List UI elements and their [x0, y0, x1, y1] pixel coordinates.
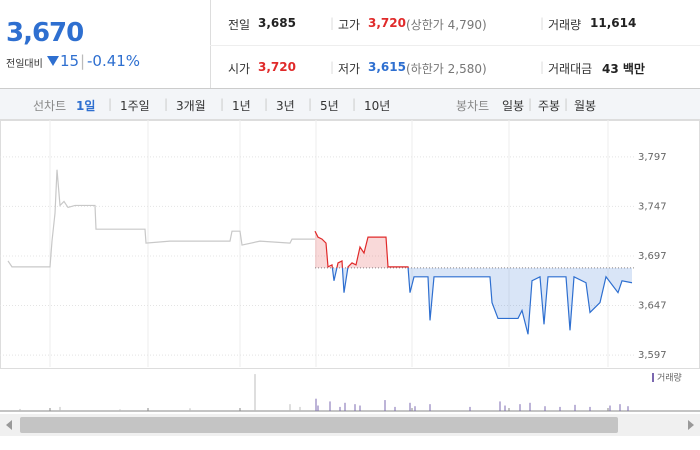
- stat-value: 11,614: [590, 16, 637, 30]
- stat-label: 시가: [228, 62, 251, 76]
- volume-bar: [409, 402, 411, 411]
- tab[interactable]: 주봉: [538, 99, 561, 113]
- tab[interactable]: 3개월: [176, 99, 206, 113]
- volume-bar: [519, 404, 521, 411]
- volume-bar: [619, 404, 621, 411]
- scroll-left: [6, 420, 12, 430]
- divider: [0, 88, 700, 89]
- volume-bar: [627, 406, 629, 411]
- sep: |: [330, 60, 335, 74]
- volume-bar: [329, 401, 331, 411]
- volume-bar: [339, 406, 341, 411]
- volume-bar: [544, 406, 546, 411]
- divider: [210, 45, 700, 46]
- volume-bar: [499, 401, 501, 411]
- y-tick-label: 3,697: [638, 251, 667, 262]
- volume-bar: [289, 404, 291, 411]
- volume-bar: [384, 400, 386, 411]
- volume-bar: [574, 404, 576, 411]
- change-label: 전일대비: [6, 59, 43, 70]
- stat-value: 3,720: [368, 16, 406, 30]
- down-icon: [47, 56, 59, 66]
- stat-label: 고가: [338, 18, 361, 32]
- volume-bar: [189, 408, 191, 411]
- price: 3,670: [6, 18, 84, 48]
- volume-bar: [254, 374, 256, 411]
- stat-note: (상한가 4,790): [406, 18, 487, 32]
- tab[interactable]: 1주일: [120, 99, 150, 113]
- sep: |: [220, 97, 225, 111]
- tab-label: 선차트: [33, 99, 67, 113]
- line-down: [331, 267, 633, 335]
- volume-bar: [589, 406, 591, 411]
- sep: |: [264, 97, 269, 111]
- sep: |: [164, 97, 169, 111]
- tab[interactable]: 3년: [276, 99, 295, 113]
- volume-bar: [414, 406, 416, 411]
- scroll-right: [688, 420, 694, 430]
- stat-label: 저가: [338, 62, 361, 76]
- change-rate: -0.41%: [87, 52, 141, 70]
- y-tick-label: 3,797: [638, 152, 667, 163]
- tab[interactable]: 10년: [364, 99, 391, 113]
- stat-value: 3,685: [258, 16, 296, 30]
- y-tick-label: 3,597: [638, 350, 667, 361]
- line-up: [314, 230, 409, 268]
- sep: |: [540, 60, 545, 74]
- volume-bar: [529, 402, 531, 411]
- volume-bar: [317, 405, 319, 411]
- tab[interactable]: 1일: [76, 99, 96, 113]
- tab[interactable]: 일봉: [502, 99, 525, 113]
- tab[interactable]: 5년: [320, 99, 339, 113]
- sep: |: [108, 97, 113, 111]
- volume-bar: [354, 404, 356, 411]
- stat-value: 3,720: [258, 60, 296, 74]
- area-down: [315, 267, 632, 335]
- volume-bar: [119, 409, 121, 411]
- line: [7, 169, 315, 268]
- tab[interactable]: 월봉: [574, 99, 597, 113]
- sep: |: [330, 16, 335, 30]
- plot-frame: [0, 120, 700, 369]
- volume-bar: [504, 405, 506, 411]
- price-box: [0, 0, 211, 88]
- tab-bar: [0, 89, 700, 120]
- volume-bar: [559, 406, 561, 411]
- volume-bar: [299, 406, 301, 411]
- volume-bar: [429, 404, 431, 411]
- stat-note: (하한가 2,580): [406, 62, 487, 76]
- sep: |: [540, 16, 545, 30]
- area-up: [315, 231, 409, 268]
- tab-label: 봉차트: [456, 99, 490, 113]
- sep: |: [564, 97, 569, 111]
- sep: |: [352, 97, 357, 111]
- sep: |: [308, 97, 313, 111]
- sep: |: [528, 97, 533, 111]
- stat-value: 43 백만: [602, 62, 645, 76]
- volume-bar: [315, 398, 317, 411]
- stat-value: 3,615: [368, 60, 406, 74]
- legend-swatch: [652, 373, 654, 382]
- volume-bar: [609, 405, 611, 411]
- volume-bar: [344, 402, 346, 411]
- stat-label: 거래량: [548, 18, 582, 32]
- change: 15: [60, 52, 80, 70]
- volume-bar: [19, 408, 21, 411]
- legend-label: 거래량: [657, 372, 682, 384]
- stat-label: 전일: [228, 18, 251, 32]
- sep: |: [80, 52, 86, 70]
- chart: 3,797 3,747 3,697 3,647 3,597 거래량: [0, 120, 700, 436]
- y-tick-label: 3,747: [638, 201, 667, 212]
- stat-label: 거래대금: [548, 62, 593, 76]
- scroll-thumb[interactable]: [20, 417, 618, 433]
- tab[interactable]: 1년: [232, 99, 251, 113]
- y-tick-label: 3,647: [638, 301, 667, 312]
- volume-bar: [359, 405, 361, 411]
- volume-bar: [469, 406, 471, 411]
- volume-bar: [59, 406, 61, 411]
- volume-bar: [394, 406, 396, 411]
